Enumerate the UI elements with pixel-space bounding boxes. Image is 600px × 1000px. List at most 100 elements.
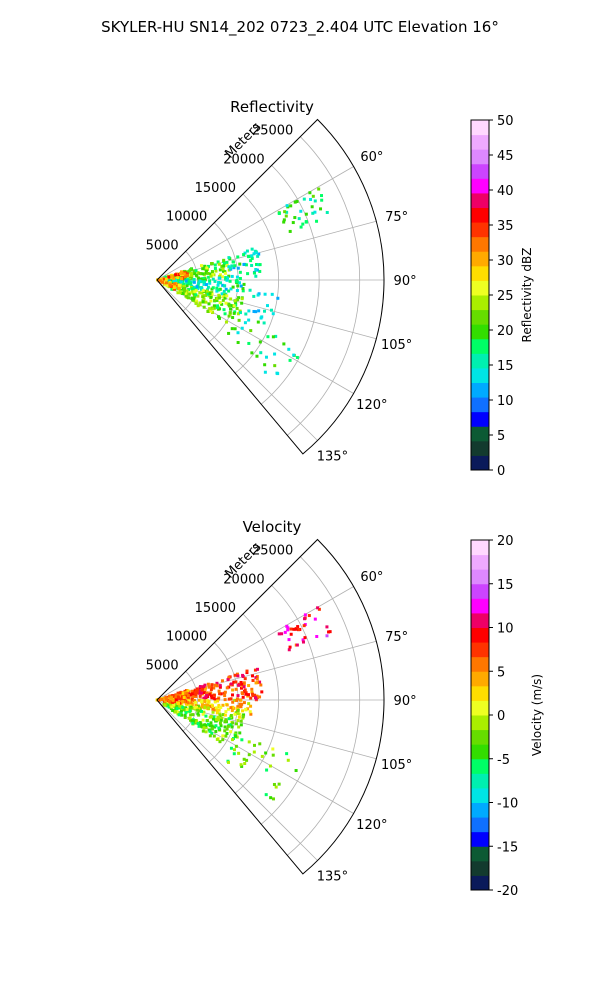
- echo-gate: [223, 719, 227, 723]
- echo-gate: [283, 630, 287, 634]
- echo-gate: [215, 681, 219, 685]
- echo-gate: [208, 724, 212, 728]
- echo-gate: [254, 251, 258, 255]
- echo-gate: [200, 287, 204, 291]
- echo-gate: [256, 293, 260, 297]
- echo-gate: [190, 719, 194, 723]
- echo-gate: [238, 731, 242, 735]
- reflectivity-plot: 60° 75° 90° 105° 120° 135° 5000 10000 15000 20000…: [146, 118, 417, 464]
- echo-gate: [227, 274, 231, 278]
- echo-gate: [181, 699, 185, 703]
- echo-gate: [176, 693, 180, 697]
- echo-gate: [189, 700, 193, 704]
- echo-gate: [220, 275, 224, 279]
- echo-gate: [190, 689, 194, 693]
- range-ring-15000: [234, 613, 279, 794]
- echo-gate: [213, 263, 217, 267]
- echo-gate: [196, 688, 200, 692]
- colorbar-segment: [471, 265, 489, 281]
- echo-gate: [218, 692, 222, 696]
- echo-gate: [196, 712, 200, 716]
- echo-gate: [210, 724, 214, 728]
- echo-gate: [209, 274, 213, 278]
- echo-gate: [247, 318, 251, 322]
- echo-gate: [195, 691, 199, 695]
- echo-gate: [241, 286, 245, 290]
- echo-gate: [215, 286, 219, 290]
- echo-gate: [235, 280, 239, 284]
- echo-gate: [196, 722, 200, 726]
- echo-gate: [238, 311, 242, 315]
- echo-gate: [251, 692, 255, 696]
- echo-gate: [212, 715, 216, 719]
- echo-gate: [263, 292, 267, 296]
- echo-gate: [249, 254, 253, 258]
- echo-gate: [233, 327, 237, 331]
- colorbar-segment: [471, 207, 489, 223]
- echo-gate: [167, 275, 171, 279]
- echo-gate: [218, 714, 222, 718]
- echo-gate: [246, 693, 250, 697]
- figure-suptitle: SKYLER-HU SN14_202 0723_2.404 UTC Elevat…: [101, 18, 499, 37]
- echo-gate: [189, 268, 193, 272]
- radial-tick-label-25000: 25000: [252, 124, 293, 139]
- echo-gate: [192, 292, 196, 296]
- echo-gate: [211, 311, 215, 315]
- echo-gate: [174, 278, 178, 282]
- echo-gate: [224, 320, 228, 324]
- echo-gate: [302, 624, 306, 628]
- echo-gate: [177, 283, 181, 287]
- echo-gate: [250, 247, 254, 251]
- echo-gate: [254, 310, 258, 314]
- echo-gate: [274, 785, 278, 789]
- echo-gate: [185, 289, 189, 293]
- echo-gate: [185, 691, 189, 695]
- echo-gate: [212, 696, 216, 700]
- echo-gate: [184, 711, 188, 715]
- echo-gate: [201, 729, 205, 733]
- echo-gate: [320, 198, 324, 202]
- echo-gate: [189, 271, 193, 275]
- colorbar-segment: [471, 222, 489, 238]
- echo-gate: [164, 277, 168, 281]
- echo-gate: [169, 707, 173, 711]
- echo-gate: [247, 702, 251, 706]
- echo-gate: [288, 229, 292, 233]
- echo-gate: [174, 695, 178, 699]
- echo-gate: [216, 697, 220, 701]
- echo-gate: [199, 691, 203, 695]
- echo-gate: [288, 645, 292, 649]
- echo-gate: [214, 724, 218, 728]
- echo-gate: [239, 698, 243, 702]
- echo-gate: [236, 331, 240, 335]
- echo-gate: [233, 310, 237, 314]
- echo-gate: [195, 720, 199, 724]
- colorbar-segment: [471, 324, 489, 340]
- echo-gate: [206, 292, 210, 296]
- echo-gate: [198, 687, 202, 691]
- echo-gate: [222, 261, 226, 265]
- echo-gate: [218, 268, 222, 272]
- echo-gate: [187, 716, 191, 720]
- echo-gate: [284, 214, 288, 218]
- echo-gate: [211, 717, 215, 721]
- echo-gate: [226, 276, 230, 280]
- echo-gate: [204, 714, 208, 718]
- echo-gate: [217, 262, 221, 266]
- echo-gate: [196, 271, 200, 275]
- echo-gate: [187, 292, 191, 296]
- echo-gate: [186, 701, 190, 705]
- echo-gate: [210, 727, 214, 731]
- echo-gate: [194, 707, 198, 711]
- colorbar-tick-label: 15: [497, 359, 514, 374]
- echo-gate: [263, 370, 267, 374]
- reflectivity-title: Reflectivity: [230, 98, 314, 116]
- echo-gate: [218, 273, 222, 277]
- colorbar-segment: [471, 612, 489, 628]
- echo-gate: [214, 729, 218, 733]
- radial-tick-label-10000: 10000: [166, 210, 207, 225]
- echo-gate: [211, 277, 215, 281]
- echo-gate: [248, 288, 252, 292]
- sector-outline: [156, 118, 385, 455]
- echo-gate: [206, 722, 210, 726]
